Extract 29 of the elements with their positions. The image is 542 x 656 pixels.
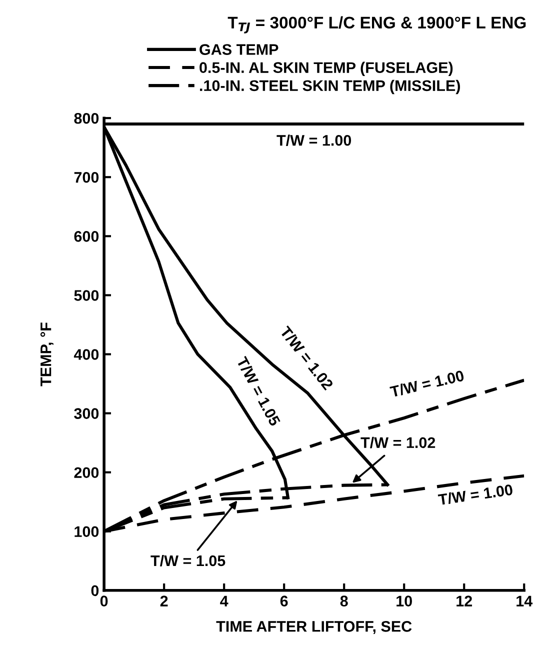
x-tick-label: 0: [100, 596, 108, 606]
y-tick-label: 500: [74, 290, 99, 301]
y-tick-label: 0: [91, 585, 99, 596]
y-tick-label: 200: [74, 467, 99, 478]
x-tick-label: 10: [396, 596, 412, 606]
x-tick-label: 12: [456, 596, 472, 606]
legend-label: 0.5-IN. AL SKIN TEMP (FUSELAGE): [200, 62, 453, 76]
annotation: T/W = 1.02: [360, 436, 436, 448]
x-tick-label: 4: [220, 596, 228, 606]
annotation: T/W = 1.05: [236, 356, 282, 427]
x-tick-label: 8: [340, 596, 348, 606]
legend-label: .10-IN. STEEL SKIN TEMP (MISSILE): [200, 80, 460, 94]
x-tick-label: 2: [160, 596, 168, 606]
y-tick-label: 400: [74, 349, 99, 360]
x-tick-label: 6: [280, 596, 288, 606]
chart-title: T$_{TJ}$ = 3000°F L/C ENG & 1900°F L ENG: [228, 16, 526, 34]
y-axis-title: TEMP, °F: [40, 322, 54, 386]
y-tick-label: 600: [74, 231, 99, 242]
x-axis-title: TIME AFTER LIFTOFF, SEC: [216, 621, 412, 634]
y-tick-label: 300: [74, 408, 99, 419]
annotation: T/W = 1.00: [438, 484, 513, 506]
y-tick-label: 800: [74, 112, 99, 124]
annotation: T/W = 1.00: [389, 370, 464, 398]
annotation: T/W = 1.05: [150, 554, 226, 566]
legend-label: GAS TEMP: [200, 44, 278, 55]
y-tick-label: 100: [74, 526, 99, 538]
y-tick-label: 700: [74, 172, 99, 183]
x-tick-label: 14: [516, 596, 533, 606]
annotation: T/W = 1.00: [276, 134, 352, 146]
